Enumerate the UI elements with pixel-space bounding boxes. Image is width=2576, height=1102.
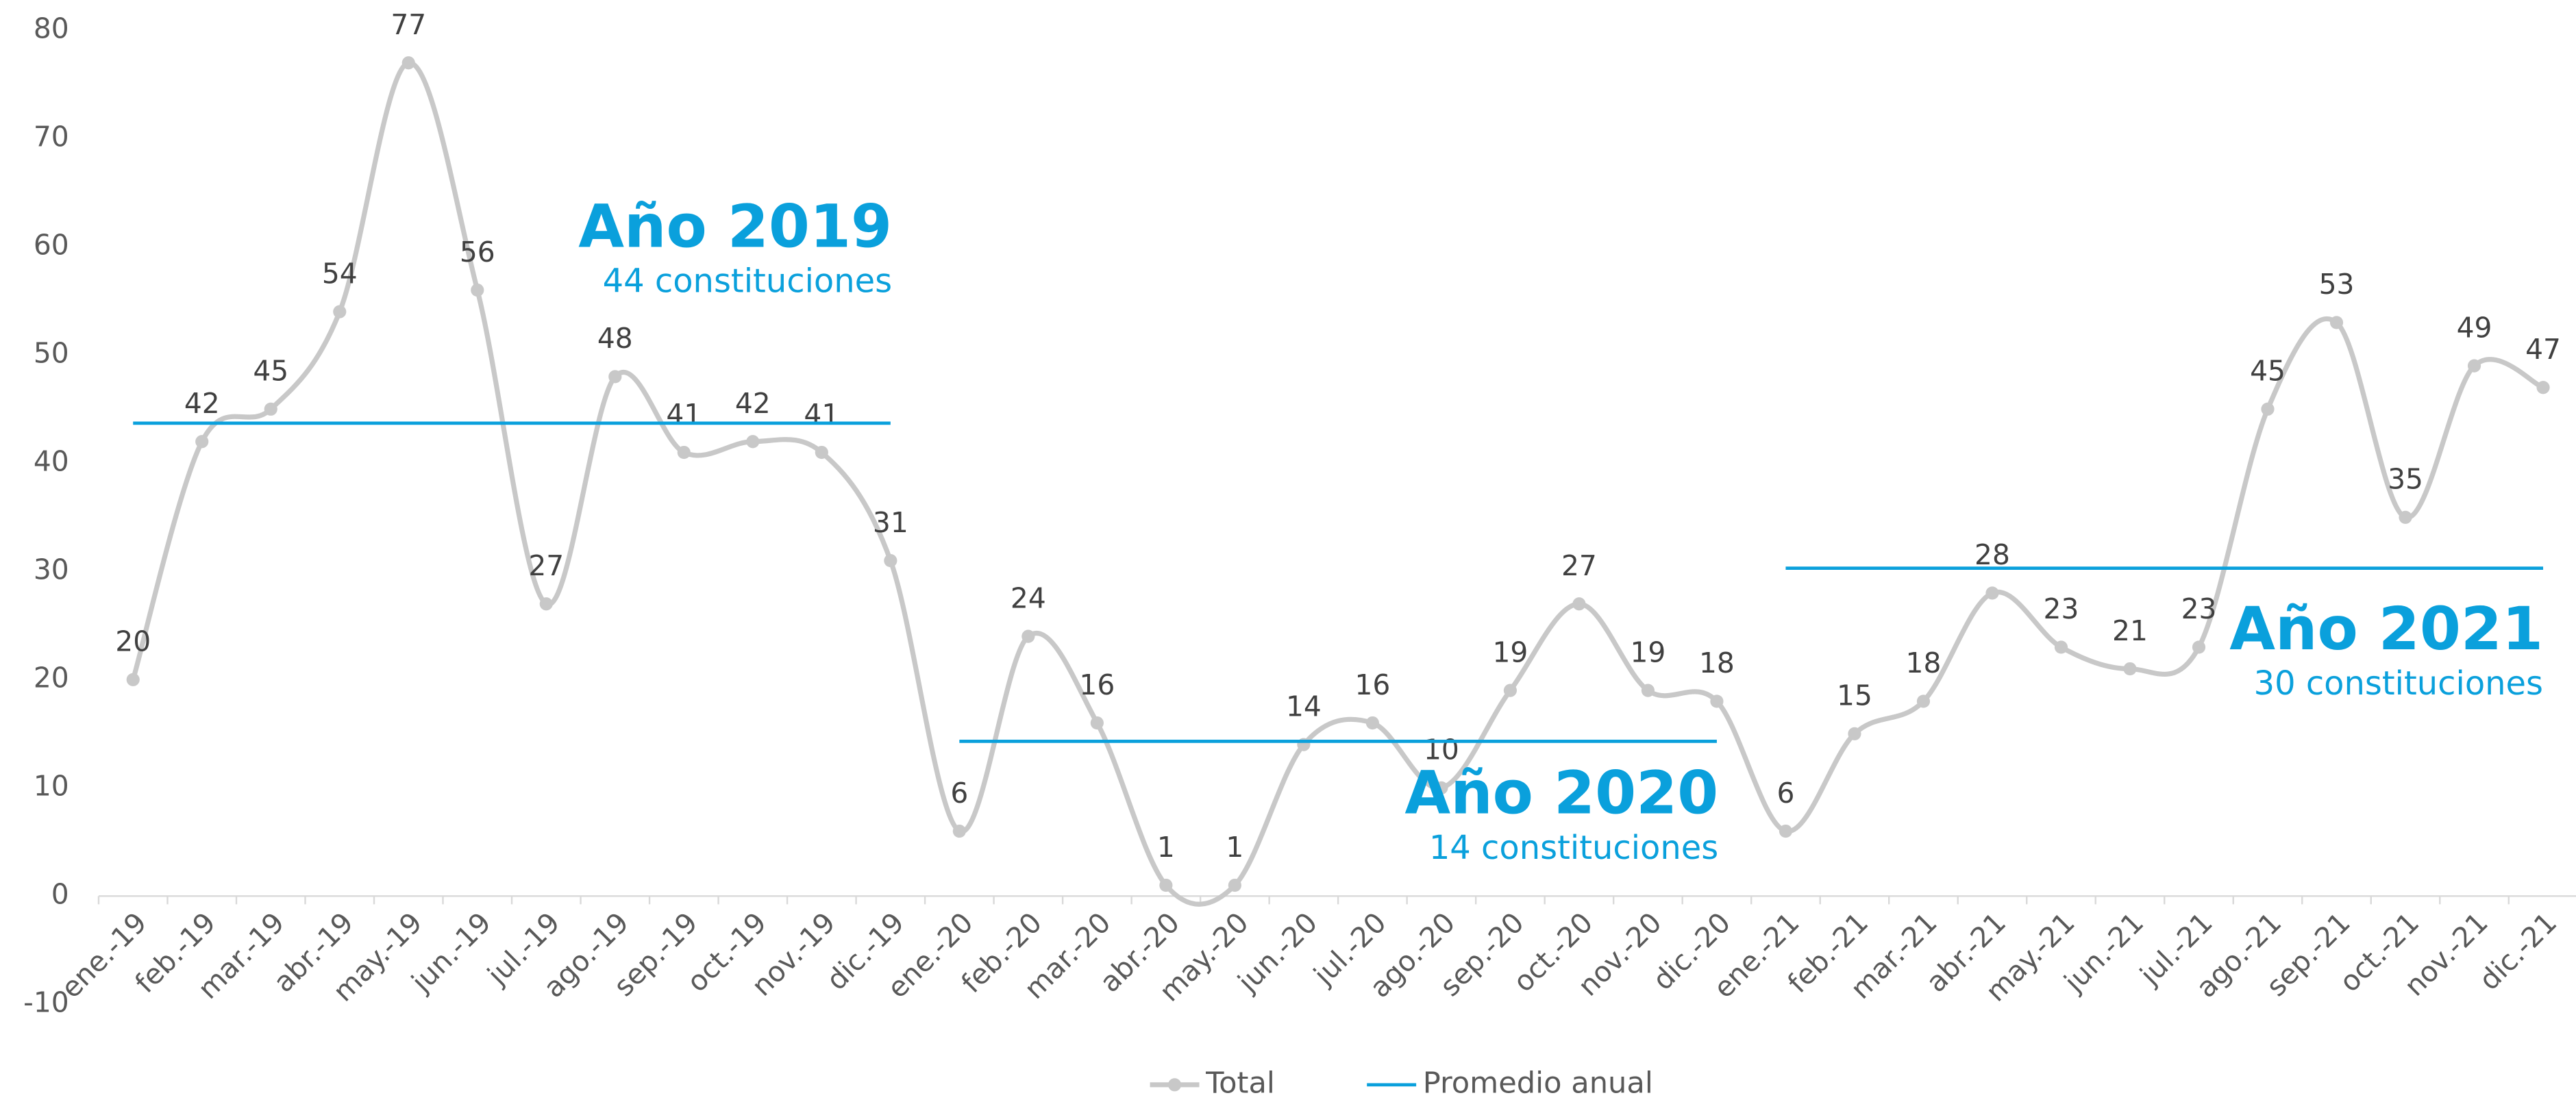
y-tick-label: 0 [51,877,69,910]
point [746,435,760,449]
data-label: 31 [873,506,908,539]
y-tick-label: 10 [34,769,69,802]
data-label: 18 [1699,647,1735,679]
point [608,370,622,384]
data-label: 19 [1492,636,1528,668]
x-tick-label: dic.-21 [2473,906,2563,997]
y-tick-label: 40 [34,444,69,477]
y-tick-label: 20 [34,661,69,694]
annotation-subtitle: 14 constituciones [1429,829,1718,867]
data-label: 47 [2525,333,2561,366]
point [2467,359,2481,373]
y-tick-label: 80 [34,12,69,45]
data-label: 21 [2112,614,2148,647]
point [333,305,347,318]
data-label: 10 [1424,734,1459,766]
point [2054,640,2068,654]
data-label: 53 [2319,268,2355,301]
data-label: 24 [1011,581,1046,614]
annotation-title: Año 2021 [2229,595,2543,664]
point [471,283,484,297]
annotation-title: Año 2020 [1404,760,1718,828]
data-label: 19 [1630,636,1665,668]
point [2261,402,2275,416]
point [1228,878,1241,892]
point [1641,684,1655,697]
data-label: 41 [666,398,702,431]
data-label: 41 [804,398,839,431]
data-label: 56 [460,236,495,268]
y-tick-label: 30 [34,553,69,586]
annotation-title: Año 2019 [578,192,892,261]
data-label: 27 [1561,549,1597,582]
point [815,445,828,460]
data-label: 48 [597,322,633,355]
y-tick-label: 50 [34,336,69,369]
data-label: 42 [184,387,220,420]
data-label: 6 [950,777,968,810]
data-label: 20 [115,625,151,658]
point [2329,316,2344,329]
point [1916,694,1931,708]
annotation-subtitle: 44 constituciones [603,262,892,301]
point [2192,640,2206,654]
point [126,673,140,686]
data-label: 28 [1974,538,2010,571]
data-label: 1 [1226,831,1243,864]
point [884,553,897,568]
series-line [130,60,2544,907]
point [677,445,691,460]
y-tick-label: 60 [34,228,69,261]
data-label: 16 [1354,668,1390,701]
data-label: 54 [322,257,358,290]
data-label: 27 [528,549,564,582]
point [1848,727,1861,740]
point [264,402,277,416]
y-tick-label: 70 [34,120,69,153]
data-label: 42 [735,387,771,420]
legend-label: Total [1205,1066,1275,1100]
data-label: 23 [2044,592,2079,625]
point [1021,629,1035,643]
data-label: 16 [1079,668,1115,701]
data-label: 45 [2250,355,2286,388]
annotation-subtitle: 30 constituciones [2254,664,2543,703]
x-tick-label: ene.-19 [55,906,153,1005]
point [1435,781,1448,794]
point [401,56,415,70]
point [2399,510,2412,524]
data-label: 6 [1776,777,1794,810]
data-label: 1 [1157,831,1175,864]
point [1572,597,1586,611]
point [1503,684,1518,697]
point [1365,716,1379,730]
point [539,597,553,611]
point [1090,716,1104,730]
point [2536,381,2550,395]
data-label: 49 [2457,311,2492,344]
data-label: 45 [253,355,288,388]
data-label: 15 [1837,679,1872,712]
data-label: 23 [2181,592,2217,625]
point [1159,878,1173,892]
data-label: 35 [2388,463,2423,496]
point [1985,586,1999,600]
legend-label: Promedio anual [1423,1066,1653,1100]
point [195,435,209,449]
point [952,824,966,838]
legend-marker [1167,1078,1182,1092]
point [2123,662,2137,676]
data-label: 14 [1286,690,1322,723]
data-label: 18 [1906,647,1942,679]
data-label: 77 [391,8,426,41]
point [1779,824,1793,838]
point [1710,694,1724,708]
y-tick-label: -10 [23,986,69,1018]
